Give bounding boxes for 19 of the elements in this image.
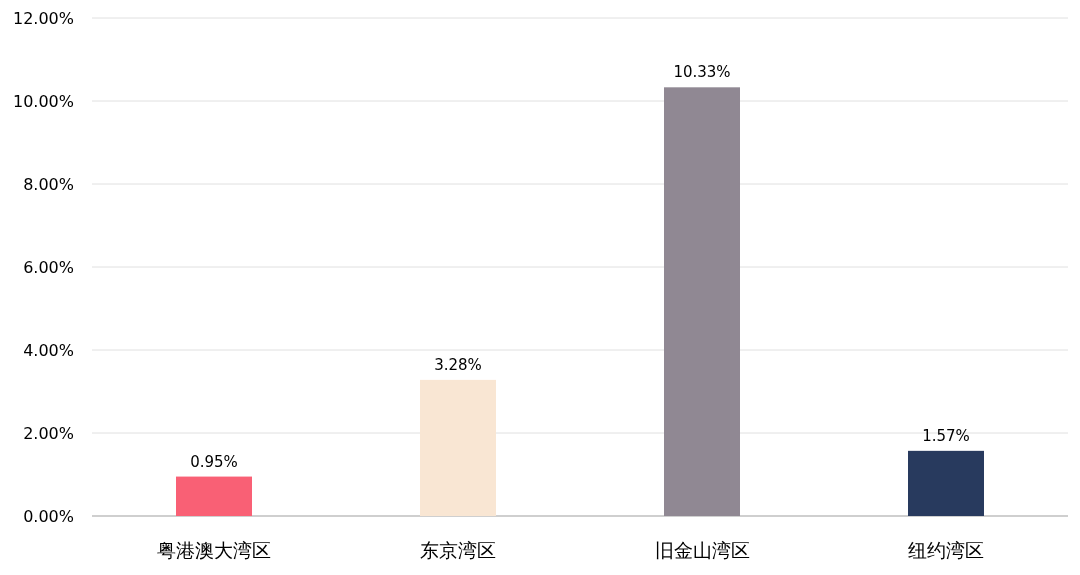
x-tick-label: 东京湾区 xyxy=(420,539,496,561)
data-label: 1.57% xyxy=(922,426,970,445)
y-tick-label: 6.00% xyxy=(23,258,74,277)
bar xyxy=(664,87,740,516)
data-label: 0.95% xyxy=(190,452,238,471)
y-tick-label: 12.00% xyxy=(12,9,74,28)
x-tick-label: 旧金山湾区 xyxy=(654,539,750,561)
y-tick-label: 0.00% xyxy=(23,507,74,526)
x-tick-label: 纽约湾区 xyxy=(908,539,984,561)
data-label: 10.33% xyxy=(673,63,731,82)
data-label: 3.28% xyxy=(434,355,482,374)
y-tick-label: 10.00% xyxy=(12,92,74,111)
bar xyxy=(908,450,984,516)
x-tick-label: 粤港澳大湾区 xyxy=(157,539,271,561)
bar xyxy=(176,476,252,516)
bar xyxy=(420,379,496,516)
y-tick-label: 2.00% xyxy=(23,424,74,443)
y-tick-label: 8.00% xyxy=(23,175,74,194)
y-tick-label: 4.00% xyxy=(23,341,74,360)
